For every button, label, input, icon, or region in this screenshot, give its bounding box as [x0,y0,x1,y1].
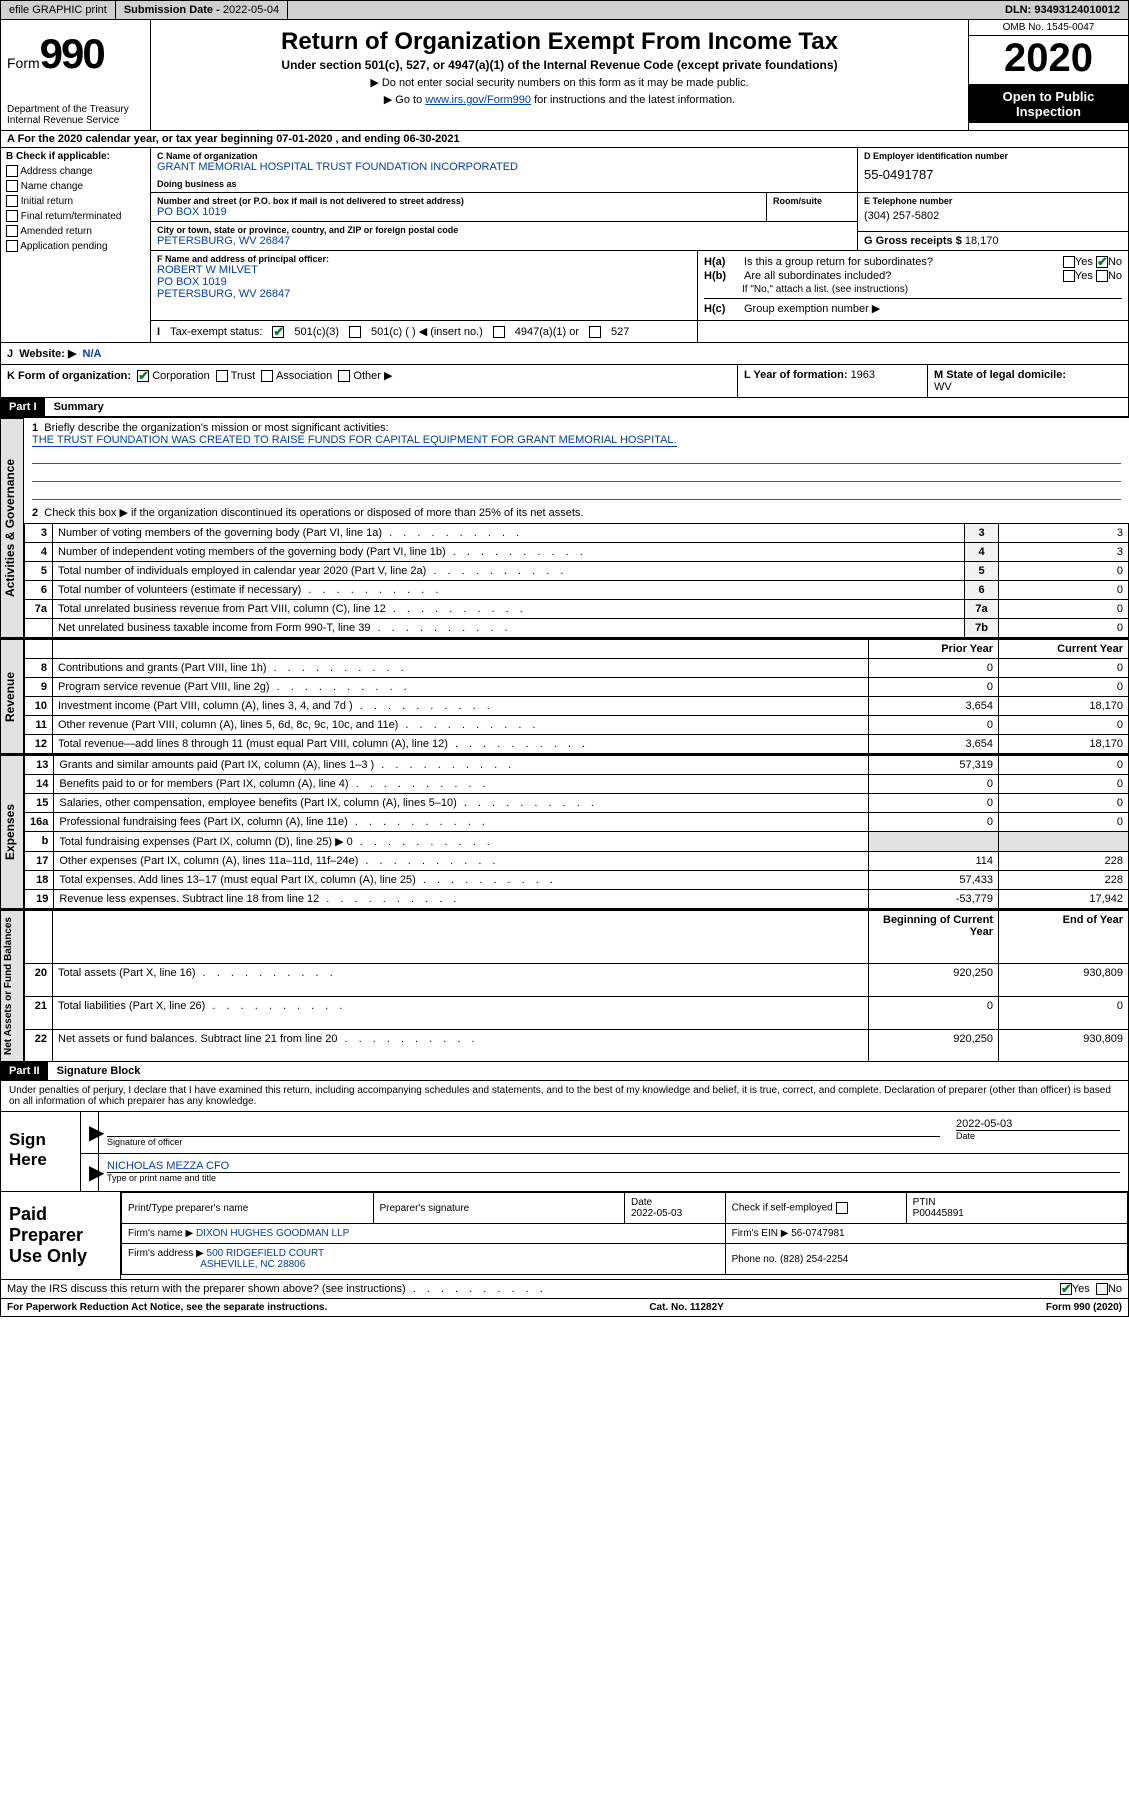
org-name-block: C Name of organization GRANT MEMORIAL HO… [151,148,858,192]
lines-3-7: 3Number of voting members of the governi… [24,523,1129,638]
telephone: E Telephone number (304) 257-5802 [858,193,1128,232]
tax-year-row: A For the 2020 calendar year, or tax yea… [0,131,1129,148]
section-bcd: B Check if applicable: Address change Na… [0,148,1129,343]
mission-text: THE TRUST FOUNDATION WAS CREATED TO RAIS… [32,434,677,447]
omb-number: OMB No. 1545-0047 [969,20,1128,36]
gross-receipts: G Gross receipts $ 18,170 [858,232,1128,250]
form-header: Form990 Department of the Treasury Inter… [0,20,1129,131]
expenses-block: Expenses 13Grants and similar amounts pa… [0,754,1129,909]
street-address: Number and street (or P.O. box if mail i… [151,193,767,221]
part1-header-row: Part I Summary [0,398,1129,417]
open-to-public: Open to Public Inspection [969,85,1128,123]
mission-block: 1 1 Briefly describe the organization's … [24,418,1129,523]
form-of-org-row: K Form of organization: Corporation Trus… [0,365,1129,398]
instructions-link[interactable]: www.irs.gov/Form990 [425,94,531,106]
form-number: Form990 [7,30,144,78]
efile-label: efile GRAPHIC print [1,1,116,19]
revenue-block: Revenue Prior Year Current Year 8Contrib… [0,638,1129,754]
department: Department of the Treasury Internal Reve… [7,104,144,126]
part2-badge: Part II [1,1062,48,1080]
arrow-icon: ▶ [81,1154,99,1191]
side-activities: Activities & Governance [0,418,24,638]
tax-year: 2020 [969,36,1128,85]
form-title: Return of Organization Exempt From Incom… [161,28,958,56]
activities-governance-block: Activities & Governance 1 1 Briefly desc… [0,417,1129,638]
side-net: Net Assets or Fund Balances [0,910,24,1062]
check-if-applicable: B Check if applicable: Address change Na… [1,148,151,342]
part1-badge: Part I [1,398,45,416]
lines-revenue: Prior Year Current Year 8Contributions a… [24,639,1129,754]
perjury-statement: Under penalties of perjury, I declare th… [1,1081,1128,1112]
room-suite: Room/suite [767,193,857,221]
part2-header-row: Part II Signature Block [0,1062,1129,1081]
org-name: GRANT MEMORIAL HOSPITAL TRUST FOUNDATION… [157,161,851,173]
paid-preparer-label: Paid Preparer Use Only [1,1192,121,1279]
sign-here-label: Sign Here [1,1112,81,1191]
note-link: Go to www.irs.gov/Form990 for instructio… [161,93,958,106]
note-ssn: Do not enter social security numbers on … [161,76,958,89]
form-subtitle: Under section 501(c), 527, or 4947(a)(1)… [161,58,958,72]
topbar: efile GRAPHIC print Submission Date - 20… [0,0,1129,20]
principal-officer: F Name and address of principal officer:… [151,251,698,320]
signature-block: Under penalties of perjury, I declare th… [0,1081,1129,1192]
tax-exempt-status: I Tax-exempt status: 501(c)(3) 501(c) ( … [151,321,698,342]
side-expenses: Expenses [0,755,24,909]
city-state-zip: City or town, state or province, country… [151,222,857,250]
discuss-row: May the IRS discuss this return with the… [0,1280,1129,1299]
lines-net: Beginning of Current Year End of Year 20… [24,910,1129,1062]
arrow-icon: ▶ [81,1112,99,1153]
side-revenue: Revenue [0,639,24,754]
lines-expenses: 13Grants and similar amounts paid (Part … [24,755,1129,909]
website-row: J Website: ▶ N/A [0,343,1129,365]
ein-block: D Employer identification number 55-0491… [858,148,1128,192]
paid-preparer-block: Paid Preparer Use Only Print/Type prepar… [0,1192,1129,1280]
dln: DLN: 93493124010012 [997,1,1128,19]
submission-cell: Submission Date - 2022-05-04 [116,1,288,19]
footer: For Paperwork Reduction Act Notice, see … [0,1299,1129,1317]
h-block: H(a)Is this a group return for subordina… [698,251,1128,320]
net-assets-block: Net Assets or Fund Balances Beginning of… [0,909,1129,1062]
